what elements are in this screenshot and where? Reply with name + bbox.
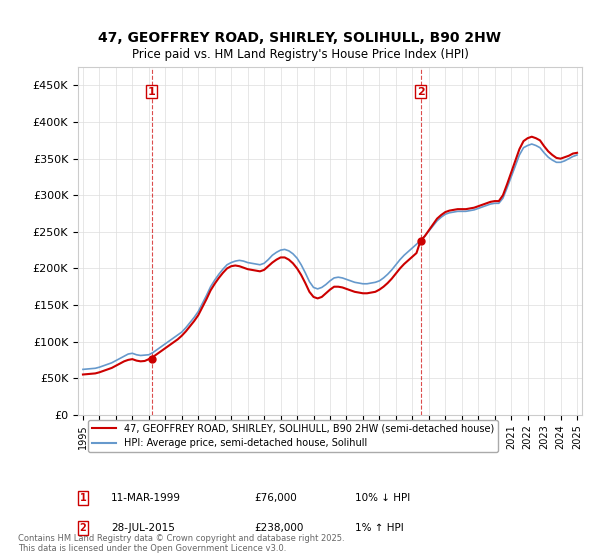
Text: £76,000: £76,000 [254, 493, 297, 503]
Text: 1: 1 [80, 493, 86, 503]
Text: 10% ↓ HPI: 10% ↓ HPI [355, 493, 410, 503]
Text: 1: 1 [148, 87, 155, 96]
Text: 2: 2 [417, 87, 424, 96]
Text: 2: 2 [80, 523, 86, 533]
Text: Contains HM Land Registry data © Crown copyright and database right 2025.
This d: Contains HM Land Registry data © Crown c… [18, 534, 344, 553]
Text: 47, GEOFFREY ROAD, SHIRLEY, SOLIHULL, B90 2HW: 47, GEOFFREY ROAD, SHIRLEY, SOLIHULL, B9… [98, 31, 502, 45]
Text: 1% ↑ HPI: 1% ↑ HPI [355, 523, 404, 533]
Text: £238,000: £238,000 [254, 523, 304, 533]
Text: 11-MAR-1999: 11-MAR-1999 [111, 493, 181, 503]
Legend: 47, GEOFFREY ROAD, SHIRLEY, SOLIHULL, B90 2HW (semi-detached house), HPI: Averag: 47, GEOFFREY ROAD, SHIRLEY, SOLIHULL, B9… [88, 419, 498, 452]
Text: Price paid vs. HM Land Registry's House Price Index (HPI): Price paid vs. HM Land Registry's House … [131, 48, 469, 60]
Text: 28-JUL-2015: 28-JUL-2015 [111, 523, 175, 533]
